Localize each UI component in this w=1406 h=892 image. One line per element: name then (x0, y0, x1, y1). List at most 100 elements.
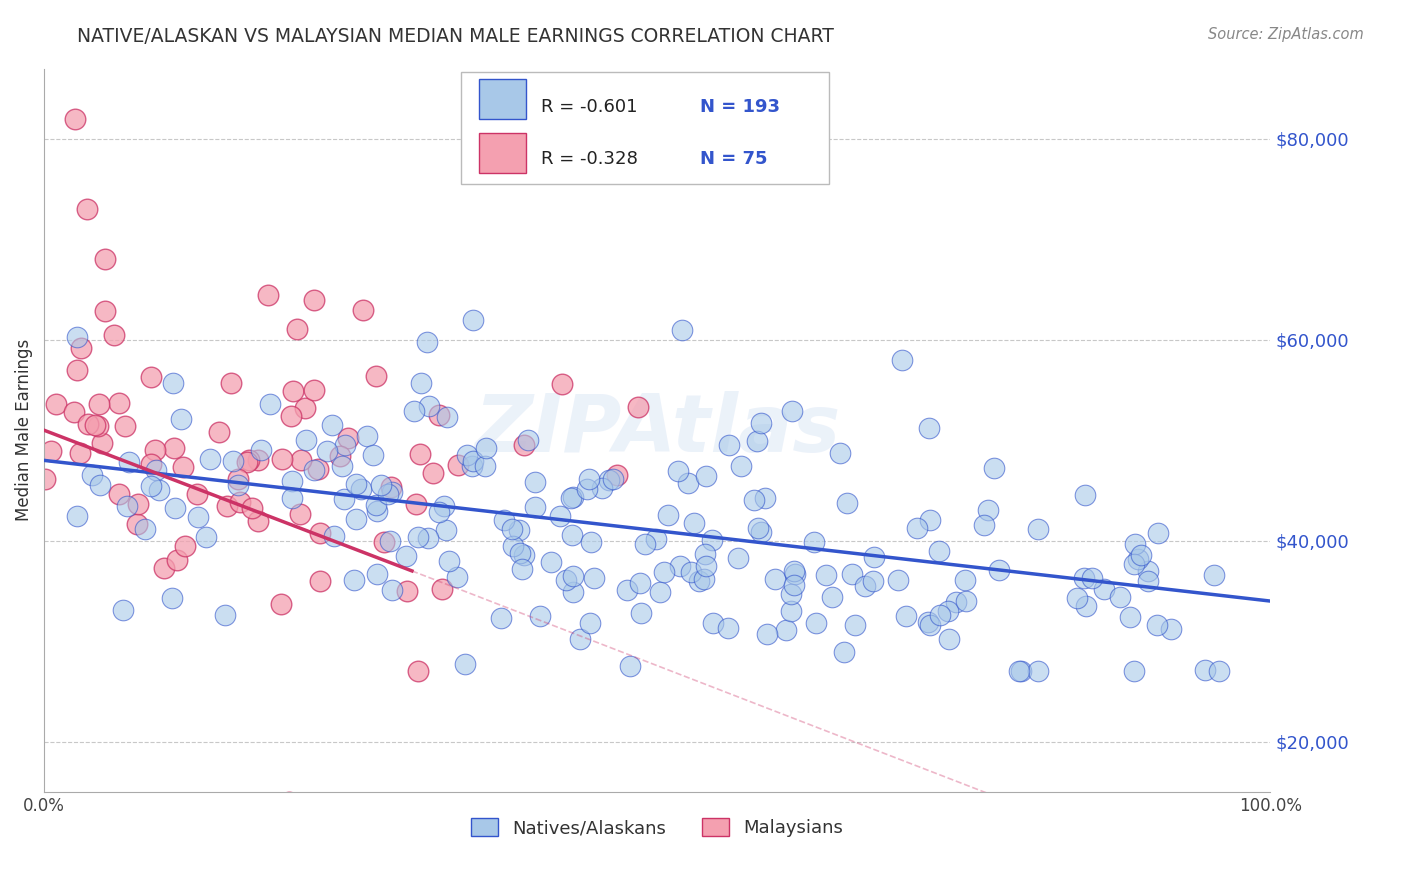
Point (1147, 525, 1170, 540)
Point (433, 499, 456, 513)
Point (69, 341, 91, 355)
Point (695, 558, 717, 573)
Point (108, 396, 131, 410)
Point (103, 328, 125, 343)
Point (141, 479, 163, 493)
Point (434, 523, 457, 537)
Point (381, 485, 404, 500)
Point (214, 608, 236, 623)
Point (198, 451, 221, 466)
Point (742, 493, 765, 508)
Point (804, 615, 827, 630)
Point (1126, 552, 1149, 566)
Point (418, 400, 440, 414)
Point (780, 404, 803, 418)
Point (598, 473, 620, 487)
Point (323, 529, 346, 543)
Point (447, 458, 470, 472)
Point (271, 452, 294, 467)
Point (114, 418, 136, 433)
Point (945, 595, 967, 609)
Point (644, 532, 666, 546)
Point (529, 609, 551, 624)
Point (700, 533, 723, 548)
Point (783, 578, 806, 592)
Point (938, 632, 960, 646)
Point (226, 478, 249, 492)
Point (509, 546, 531, 560)
Point (219, 376, 242, 390)
Point (115, 499, 138, 513)
Point (436, 409, 458, 424)
Point (366, 567, 388, 582)
Point (226, 472, 249, 486)
Point (145, 463, 167, 477)
Text: NATIVE/ALASKAN VS MALAYSIAN MEDIAN MALE EARNINGS CORRELATION CHART: NATIVE/ALASKAN VS MALAYSIAN MEDIAN MALE … (77, 27, 834, 45)
Point (238, 453, 260, 467)
Point (837, 496, 859, 510)
Point (814, 568, 837, 582)
Point (928, 543, 950, 558)
Point (343, 573, 366, 587)
Point (152, 560, 174, 574)
Point (820, 591, 842, 605)
Point (1208, 665, 1230, 679)
Point (578, 472, 600, 486)
Point (717, 621, 740, 635)
FancyBboxPatch shape (461, 72, 828, 185)
Point (290, 453, 312, 467)
Point (1130, 548, 1153, 562)
Point (756, 627, 779, 641)
Point (524, 475, 547, 489)
Point (749, 416, 772, 430)
Point (560, 491, 582, 505)
Point (307, 461, 329, 475)
Point (475, 441, 498, 455)
Point (302, 462, 325, 476)
Point (1028, 522, 1050, 536)
Point (377, 487, 399, 501)
Point (416, 531, 439, 545)
Point (356, 429, 378, 443)
Point (134, 522, 156, 536)
Point (1119, 609, 1142, 624)
Point (918, 421, 941, 435)
Point (406, 665, 429, 679)
Point (1122, 557, 1144, 571)
Point (928, 607, 950, 622)
Point (494, 512, 516, 526)
Point (540, 555, 562, 569)
Point (380, 480, 402, 494)
Point (316, 444, 339, 458)
Point (513, 549, 536, 563)
Point (749, 524, 772, 539)
Point (222, 454, 245, 468)
Point (309, 574, 332, 588)
Point (366, 504, 388, 518)
Y-axis label: Median Male Earnings: Median Male Earnings (15, 339, 32, 521)
Point (652, 565, 675, 579)
Point (1122, 665, 1144, 679)
Point (352, 302, 374, 317)
Point (380, 533, 402, 548)
Point (366, 499, 388, 513)
Point (936, 604, 959, 618)
Point (76, 417, 98, 432)
Point (628, 575, 651, 590)
Point (174, 539, 197, 553)
Point (84, 418, 107, 433)
Point (905, 521, 928, 535)
Point (508, 524, 530, 538)
Point (257, 288, 280, 302)
Point (456, 448, 478, 462)
Point (717, 438, 740, 452)
Point (803, 535, 825, 549)
Point (1081, 572, 1104, 586)
Point (285, 322, 308, 336)
Text: R = -0.601: R = -0.601 (541, 98, 637, 117)
Point (395, 549, 418, 564)
Point (630, 607, 652, 621)
Point (69, 446, 91, 460)
Point (87, 397, 110, 411)
Point (987, 563, 1010, 577)
